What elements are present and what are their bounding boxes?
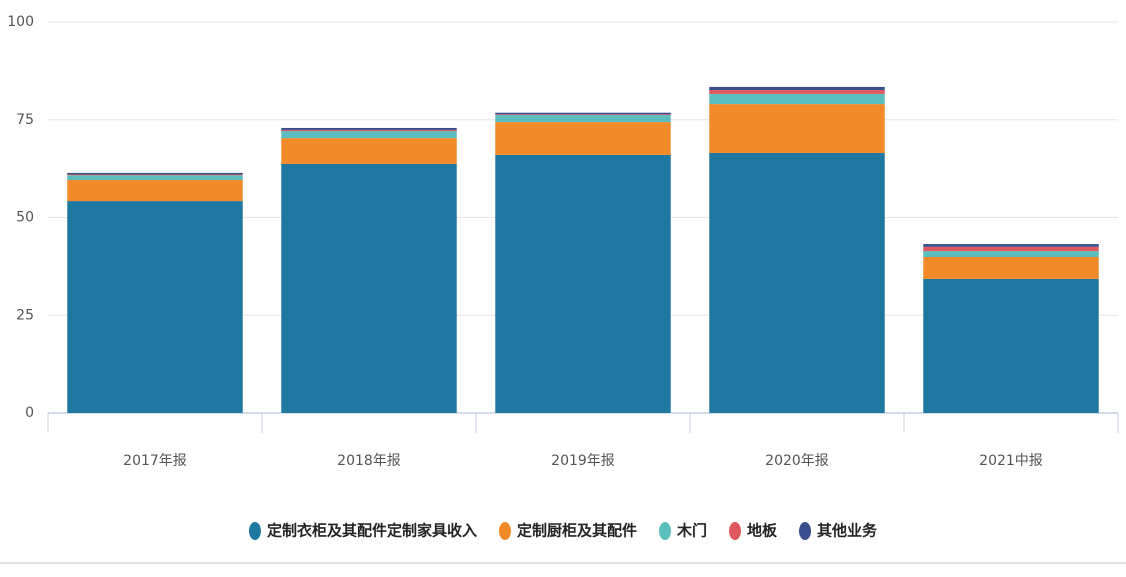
x-tick-label: 2020年报 <box>765 453 829 469</box>
bar-segment <box>495 114 671 116</box>
legend-label: 木门 <box>676 522 707 540</box>
x-tick-label: 2019年报 <box>551 453 615 469</box>
bar-segment <box>709 90 885 94</box>
bar-segment <box>67 172 243 175</box>
bar-segment <box>709 93 885 105</box>
bar-segment <box>67 201 243 413</box>
legend-label: 其他业务 <box>817 522 878 540</box>
bar-segment <box>923 246 1099 252</box>
y-tick-label: 75 <box>16 112 34 128</box>
legend-marker <box>658 522 671 540</box>
bar-segment <box>67 179 243 202</box>
bar-segment <box>67 175 243 180</box>
bar-segment <box>495 115 671 123</box>
bar-segment <box>709 86 885 91</box>
bar-segment <box>495 154 671 413</box>
bar-segment <box>923 251 1099 257</box>
legend-label: 定制衣柜及其配件定制家具收入 <box>267 522 477 540</box>
legend-marker <box>248 522 261 540</box>
legend-marker <box>729 522 742 540</box>
bar-segment <box>281 138 457 164</box>
legend-label: 定制厨柜及其配件 <box>517 522 637 540</box>
bar-segment <box>281 127 457 130</box>
x-tick-label: 2021中报 <box>979 453 1043 469</box>
bar-segment <box>923 256 1099 279</box>
y-tick-label: 25 <box>16 307 34 323</box>
bar-segment <box>923 278 1099 413</box>
legend-label: 地板 <box>747 522 778 540</box>
bar-segment <box>495 122 671 155</box>
bar-segment <box>281 163 457 413</box>
bar-segment <box>495 112 671 115</box>
legend-marker <box>498 522 511 540</box>
y-tick-label: 100 <box>7 14 34 30</box>
x-tick-label: 2017年报 <box>123 453 187 469</box>
bar-segment <box>281 131 457 139</box>
bar-segment <box>709 152 885 414</box>
bar-segment <box>281 129 457 132</box>
x-tick-label: 2018年报 <box>337 453 401 469</box>
bar-segment <box>923 244 1099 247</box>
legend-marker <box>799 522 812 540</box>
bar-segment <box>67 174 243 176</box>
y-tick-label: 0 <box>25 405 34 421</box>
bar-segment <box>709 104 885 153</box>
y-tick-label: 50 <box>16 210 34 226</box>
